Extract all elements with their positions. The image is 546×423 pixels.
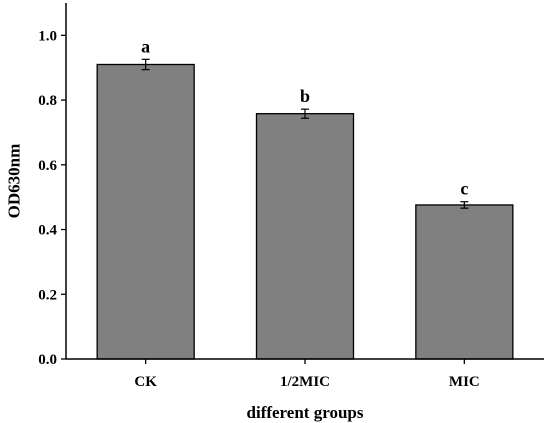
- bar-mic: [415, 204, 514, 360]
- x-axis-title: different groups: [247, 403, 364, 422]
- error-bar: [141, 58, 150, 71]
- y-tick-label: 0.4: [38, 223, 57, 239]
- x-tick-label: MIC: [449, 374, 480, 390]
- y-tick-label: 0.8: [38, 93, 57, 109]
- error-bar: [301, 108, 309, 119]
- y-axis-title: OD630nm: [5, 144, 24, 219]
- y-tick-label: 0.0: [38, 352, 57, 368]
- significance-label: c: [460, 179, 468, 199]
- x-tick-label: CK: [134, 374, 157, 390]
- y-tick-label: 0.6: [38, 158, 57, 174]
- x-tick-label: 1/2MIC: [280, 374, 330, 390]
- y-tick-label: 0.2: [38, 287, 57, 303]
- significance-label: b: [300, 86, 310, 106]
- bar-1-2mic: [255, 113, 355, 360]
- significance-label: a: [141, 36, 150, 56]
- y-tick-label: 1.0: [38, 28, 57, 44]
- error-bar: [460, 201, 469, 209]
- axes: CK 1/2MIC MIC 0.0 0.2 0.4 0.6 0.8 1.0: [38, 3, 544, 390]
- bar-ck: [96, 63, 195, 360]
- plot-area: a b c: [96, 36, 514, 360]
